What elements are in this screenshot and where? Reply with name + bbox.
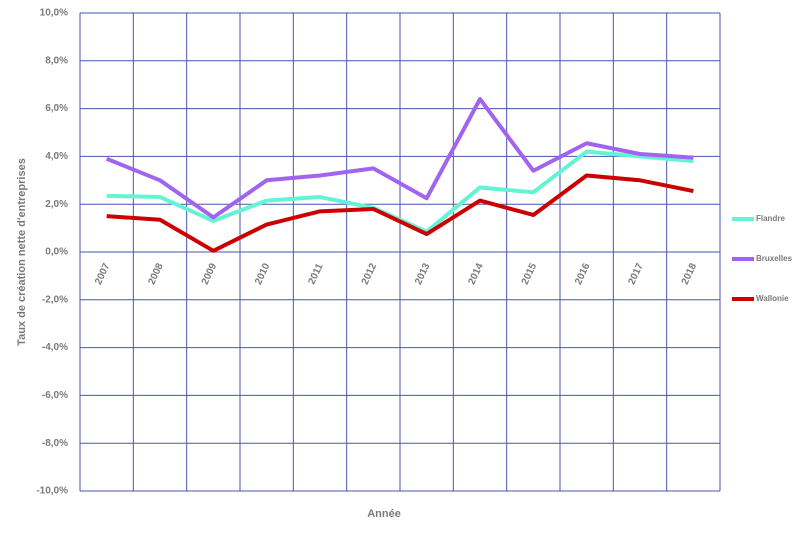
legend-label: Wallonie [756, 294, 789, 303]
x-tick-label: 2009 [200, 261, 220, 286]
x-tick-label: 2013 [413, 261, 433, 286]
series-line [105, 97, 694, 220]
y-tick-label: -4,0% [42, 342, 68, 353]
y-tick-label: 8,0% [45, 55, 68, 66]
x-axis-label: Année [367, 508, 401, 520]
y-tick-label: -6,0% [42, 390, 68, 401]
x-tick-label: 2016 [573, 261, 593, 286]
y-tick-label: 6,0% [45, 103, 68, 114]
y-tick-label: -8,0% [42, 438, 68, 449]
y-tick-label: 2,0% [45, 199, 68, 210]
x-tick-label: 2011 [307, 262, 326, 287]
x-tick-label: 2018 [680, 261, 700, 286]
y-tick-label: 0,0% [45, 247, 68, 258]
y-tick-label: -10,0% [36, 486, 68, 497]
x-tick-label: 2012 [360, 261, 380, 286]
legend-label: Bruxelles [756, 254, 793, 263]
x-tick-label: 2007 [93, 261, 113, 286]
x-tick-label: 2014 [466, 261, 486, 286]
y-tick-label: 4,0% [45, 151, 68, 162]
series-line [106, 173, 694, 253]
x-tick-label: 2015 [520, 261, 540, 286]
y-tick-label: -2,0% [42, 294, 68, 305]
x-tick-label: 2008 [146, 261, 166, 286]
x-tick-label: 2010 [253, 261, 273, 286]
y-tick-label: 10,0% [40, 8, 68, 19]
legend-label: Flandre [756, 214, 785, 223]
y-axis-label: Taux de création nette d'entreprises [16, 158, 28, 346]
x-tick-label: 2017 [626, 261, 646, 286]
